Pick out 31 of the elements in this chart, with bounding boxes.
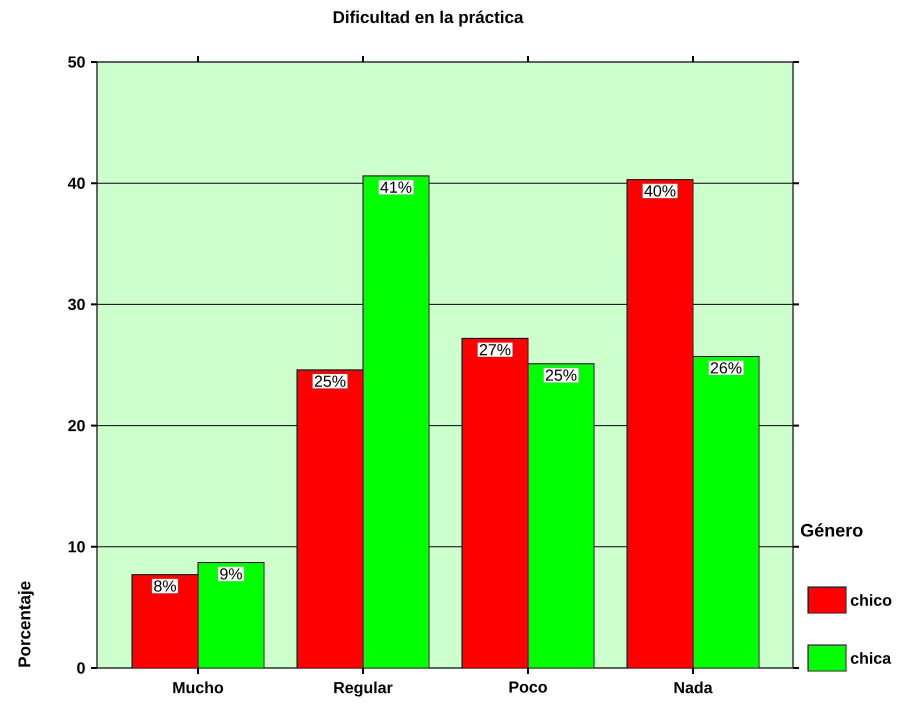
y-tick-label: 0: [77, 662, 85, 674]
data-label: 25%: [546, 369, 576, 381]
data-label: 41%: [380, 182, 412, 193]
y-tick-label: 10: [68, 541, 85, 552]
data-label: 27%: [480, 344, 510, 356]
y-tick-label: 50: [68, 56, 85, 68]
x-tick-label: Mucho: [173, 682, 224, 694]
legend-title: Género: [800, 523, 863, 537]
data-label: 40%: [644, 185, 676, 197]
data-label: 26%: [710, 362, 742, 374]
bar: [197, 562, 264, 668]
y-tick-label: 40: [68, 178, 85, 189]
bar: [692, 356, 760, 668]
chart-title: Dificultad en la práctica: [334, 10, 524, 27]
bar: [528, 363, 595, 668]
x-tick-label: Poco: [510, 682, 547, 693]
legend-label: chico: [850, 594, 892, 606]
data-label: 9%: [220, 568, 242, 580]
y-tick-label: 30: [68, 298, 85, 310]
bar: [296, 369, 364, 668]
x-tick-label: Nada: [674, 682, 713, 694]
y-axis-title: Porcentaje: [18, 581, 34, 667]
bar: [462, 338, 529, 668]
x-tick-label: Regular: [334, 682, 393, 697]
data-label: 25%: [314, 376, 346, 387]
bar: [131, 574, 198, 668]
bar: [362, 175, 430, 668]
data-label: 8%: [154, 580, 176, 592]
legend-label: chica: [850, 652, 892, 664]
bar: [626, 179, 694, 668]
y-tick-label: 20: [68, 420, 85, 432]
